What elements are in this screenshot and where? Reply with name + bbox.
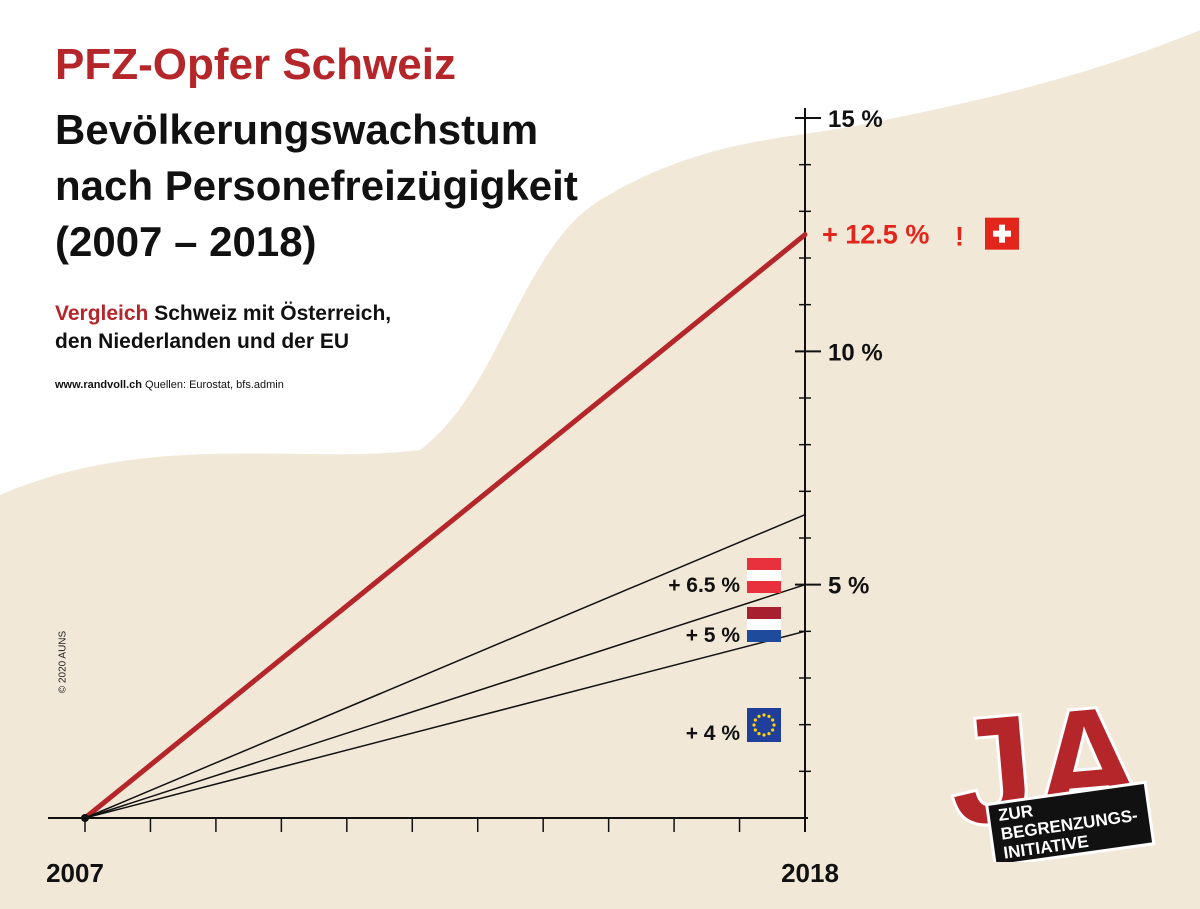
- austria-flag-middle: [747, 570, 781, 581]
- chart-flags: [747, 217, 1019, 742]
- origin-point: [81, 814, 89, 822]
- subtitle: Vergleich Schweiz mit Österreich, den Ni…: [55, 300, 391, 356]
- value-label-schweiz: + 12.5 %: [822, 220, 929, 250]
- series-line-österreich: [84, 513, 806, 819]
- main-title: PFZ-Opfer Schweiz: [55, 40, 456, 89]
- y-tick-label: 15 %: [828, 106, 883, 133]
- value-label-eu: + 4 %: [686, 722, 741, 745]
- eu-flag-star: [772, 723, 776, 727]
- subtitle-line-1: Schweiz mit Österreich,: [148, 302, 392, 325]
- eu-flag-star: [762, 733, 766, 737]
- series-line-eu: [84, 630, 806, 819]
- series-line-niederlande: [84, 583, 806, 819]
- eu-flag-star: [752, 723, 756, 727]
- netherlands-flag-middle: [747, 619, 781, 630]
- eu-flag-star: [771, 718, 775, 722]
- netherlands-flag-top: [747, 607, 781, 619]
- title-line-3: (2007 – 2018): [55, 218, 317, 265]
- subtitle-highlight: Vergleich: [55, 302, 149, 325]
- eu-flag-star: [753, 728, 757, 732]
- subtitle-line-2: den Niederlanden und der EU: [55, 330, 350, 353]
- eu-flag: [747, 708, 781, 742]
- logo-line-1: ZUR: [997, 801, 1034, 825]
- eu-flag-star: [757, 714, 761, 718]
- swiss-flag-cross-h: [993, 230, 1011, 237]
- value-label-österreich: + 6.5 %: [668, 574, 740, 597]
- series-line-schweiz: [82, 232, 808, 821]
- exclamation-mark: !: [955, 222, 964, 252]
- x-tick-label: 2007: [46, 858, 104, 888]
- netherlands-flag-bottom: [747, 630, 781, 642]
- ja-logo: JA ZUR BEGRENZUNGS- INITIATIVE: [940, 682, 1156, 862]
- eu-flag-star: [757, 732, 761, 736]
- source-text: Quellen: Eurostat, bfs.admin: [142, 379, 284, 391]
- chart-series: [81, 232, 808, 822]
- source-line: www.randvoll.ch Quellen: Eurostat, bfs.a…: [55, 379, 284, 391]
- eu-flag-star: [767, 714, 771, 718]
- austria-flag-bottom: [747, 581, 781, 593]
- y-tick-label: 5 %: [828, 573, 869, 600]
- x-tick-label: 2018: [781, 858, 839, 888]
- title-line-1: Bevölkerungswachstum: [55, 106, 539, 153]
- title-line-2: nach Personefreizügigkeit: [55, 162, 578, 209]
- chart-axes: 5 % 10 % 15 % 2007 2018: [46, 106, 883, 888]
- eu-flag-star: [753, 718, 757, 722]
- y-tick-label: 10 %: [828, 339, 883, 366]
- eu-flag-star: [771, 728, 775, 732]
- source-url: www.randvoll.ch: [55, 379, 142, 391]
- eu-flag-star: [762, 713, 766, 717]
- chart-labels: + 12.5 % ! + 6.5 % + 5 % + 4 %: [668, 220, 964, 745]
- eu-flag-star: [767, 732, 771, 736]
- value-label-niederlande: + 5 %: [686, 624, 741, 647]
- austria-flag-top: [747, 558, 781, 570]
